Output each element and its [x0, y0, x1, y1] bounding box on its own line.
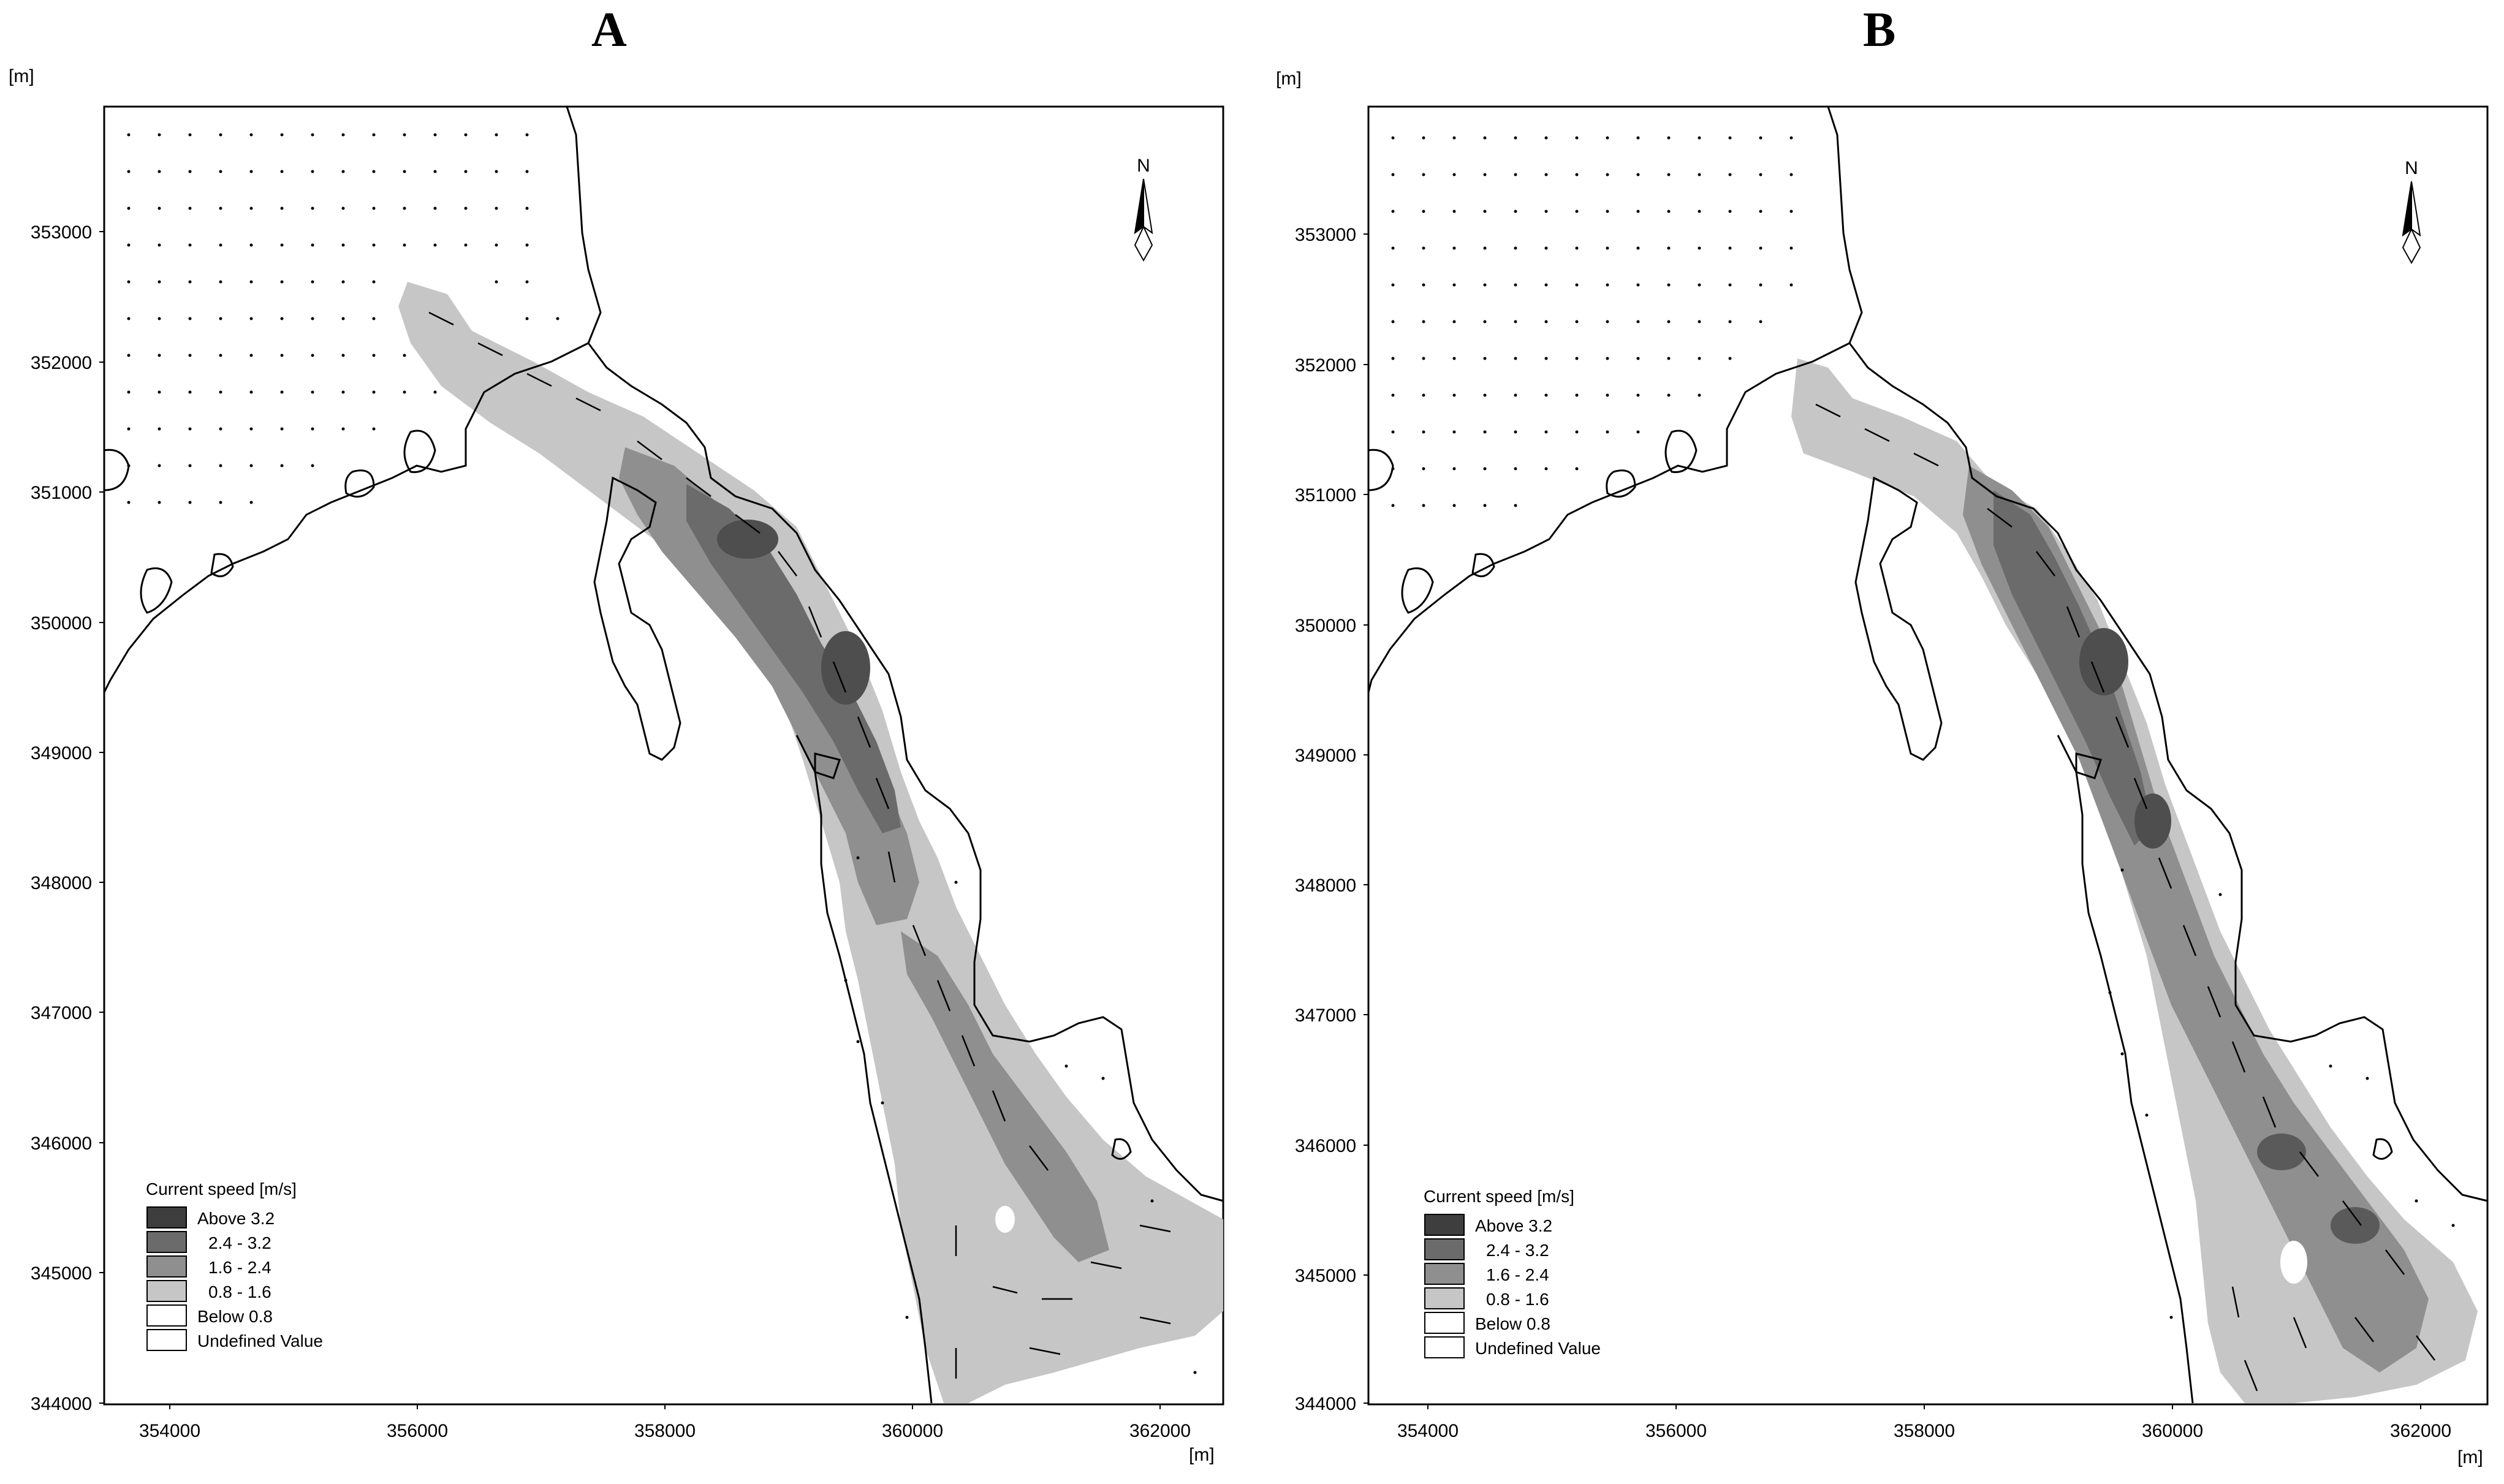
panel-a-zone-peak	[717, 520, 778, 559]
panel-a-coastline	[103, 106, 1224, 1404]
panel-b-x-tick: 362000	[2390, 1421, 2451, 1441]
panel-a-x-tick: 362000	[1129, 1421, 1191, 1441]
panel-a-legend-swatch	[146, 1206, 187, 1228]
panel-b-legend-swatch	[1424, 1287, 1465, 1309]
panel-a-y-tick: 351000	[31, 483, 92, 503]
panel-b-y-tick: 350000	[1295, 616, 1356, 636]
panel-b-letter: B	[1863, 3, 1896, 57]
panel-b-north-arrow: N	[2402, 158, 2421, 265]
panel-a-legend-label: 1.6 - 2.4	[208, 1258, 271, 1277]
panel-b-y-tick: 352000	[1295, 355, 1356, 376]
panel-a-y-tick: 344000	[31, 1394, 92, 1414]
panel-a-legend-swatch	[146, 1255, 187, 1278]
panel-a-y-tick: 349000	[31, 743, 92, 763]
panel-a-zone-peak	[821, 631, 870, 705]
panel-b-legend-swatch	[1424, 1214, 1465, 1236]
panel-a-y-tick: 348000	[31, 873, 92, 893]
panel-a-legend: Current speed [m/s] Above 3.2 2.4 - 3.2 …	[146, 1179, 323, 1351]
panel-b-legend-swatch	[1424, 1312, 1465, 1334]
panel-b-y-tick: 346000	[1295, 1136, 1356, 1156]
panel-b-y-tick: 347000	[1295, 1005, 1356, 1026]
panel-b-y-unit: [m]	[1276, 69, 1302, 89]
panel-b-legend-label: Above 3.2	[1475, 1216, 1552, 1235]
panel-b-zone-island	[2280, 1241, 2307, 1284]
panel-a-x-axis: 354000 356000 358000 360000 362000	[139, 1404, 1191, 1441]
panel-b-legend-label: 0.8 - 1.6	[1486, 1290, 1549, 1309]
panel-a-zone-mid	[619, 447, 919, 925]
panel-b-north-label: N	[2405, 158, 2418, 178]
panel-b-y-tick: 348000	[1295, 876, 1356, 896]
panel-b-legend-label: Undefined Value	[1475, 1339, 1601, 1358]
panel-b-arrows	[1815, 403, 2435, 1391]
panel-b-x-tick: 354000	[1397, 1421, 1459, 1441]
panel-b-y-axis: 353000 352000 351000 350000 349000 34800…	[1295, 225, 1368, 1414]
panel-b-x-tick: 360000	[2142, 1421, 2203, 1441]
panel-b-x-axis: 354000 356000 358000 360000 362000	[1397, 1404, 2451, 1441]
panel-a-zone-high	[686, 484, 901, 833]
panel-a-legend-swatch	[146, 1231, 187, 1253]
panel-b-zone-peak	[2331, 1207, 2380, 1244]
panel-b-zone-peak	[2134, 793, 2171, 849]
panel-b-legend-label: 1.6 - 2.4	[1486, 1265, 1549, 1284]
panel-a-y-tick: 352000	[31, 353, 92, 373]
panel-b-zone-high	[1994, 490, 2153, 846]
panel-a-legend-swatch	[146, 1329, 187, 1351]
panel-a-speed-contours	[398, 282, 1223, 1403]
panel-b-zone-peak	[2257, 1134, 2306, 1170]
panel-b-x-tick: 356000	[1645, 1421, 1707, 1441]
panel-b-y-tick: 351000	[1295, 485, 1356, 505]
panel-a-zone-island	[995, 1206, 1015, 1233]
panel-a-legend-label: 2.4 - 3.2	[208, 1233, 271, 1252]
panel-b-zone-peak	[2079, 628, 2128, 695]
panel-a-x-tick: 354000	[139, 1421, 200, 1441]
panel-a-letter: A	[591, 3, 627, 57]
panel-a-y-tick: 350000	[31, 613, 92, 634]
panel-a-y-tick: 353000	[31, 222, 92, 243]
panel-b-legend-swatch	[1424, 1238, 1465, 1260]
panel-a-legend-label: Below 0.8	[197, 1307, 273, 1326]
panel-a-vector-dots	[127, 133, 1197, 1374]
panel-b-y-tick: 345000	[1295, 1266, 1356, 1286]
panel-b-legend-title: Current speed [m/s]	[1424, 1187, 1574, 1206]
panel-a-y-axis: 353000 352000 351000 350000 349000 34800…	[31, 222, 104, 1414]
panel-b-map: 353000 352000 351000 350000 349000 34800…	[1295, 105, 2489, 1441]
panel-b-coastline	[1367, 106, 2488, 1404]
panel-b-y-tick: 353000	[1295, 225, 1356, 245]
panel-b-legend: Current speed [m/s] Above 3.2 2.4 - 3.2 …	[1424, 1187, 1601, 1358]
panel-a-x-tick: 360000	[882, 1421, 943, 1441]
panel-a-y-tick: 347000	[31, 1003, 92, 1023]
panel-b-speed-contours	[1791, 358, 2478, 1403]
panel-a-y-tick: 346000	[31, 1134, 92, 1154]
panel-a-zone-mid2	[901, 931, 1109, 1262]
panel-b-legend-label: Below 0.8	[1475, 1314, 1550, 1333]
panel-a-y-tick: 345000	[31, 1263, 92, 1284]
panel-b-y-tick: 349000	[1295, 746, 1356, 766]
panel-a-legend-swatch	[146, 1280, 187, 1302]
panel-a-north-label: N	[1137, 156, 1150, 176]
panel-a-north-arrow: N	[1134, 156, 1153, 262]
panel-b-x-tick: 358000	[1894, 1421, 1955, 1441]
panel-a-legend-label: Above 3.2	[197, 1209, 275, 1228]
panel-b-legend-label: 2.4 - 3.2	[1486, 1241, 1549, 1260]
panel-a-legend-label: 0.8 - 1.6	[208, 1282, 271, 1301]
panel-b-vector-dots	[1391, 136, 2455, 1319]
panel-a-map: 353000 352000 351000 350000 349000 34800…	[31, 105, 1224, 1441]
panel-a-legend-swatch	[146, 1304, 187, 1327]
panel-a-legend-label: Undefined Value	[197, 1331, 323, 1350]
panel-b-legend-swatch	[1424, 1336, 1465, 1358]
panel-a-x-tick: 358000	[634, 1421, 696, 1441]
panel-a-arrows	[428, 311, 1171, 1379]
panel-a-x-tick: 356000	[387, 1421, 448, 1441]
panel-a-legend-title: Current speed [m/s]	[146, 1179, 297, 1198]
panel-b-legend-swatch	[1424, 1263, 1465, 1285]
panel-a-x-unit: [m]	[1189, 1445, 1215, 1465]
panel-a-y-unit: [m]	[9, 66, 34, 86]
panel-b-y-tick: 344000	[1295, 1394, 1356, 1414]
panel-b-x-unit: [m]	[2457, 1447, 2483, 1467]
